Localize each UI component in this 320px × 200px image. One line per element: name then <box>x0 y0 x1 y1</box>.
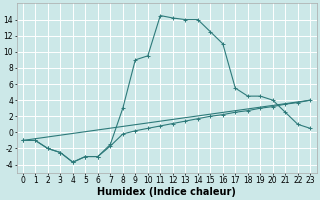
X-axis label: Humidex (Indice chaleur): Humidex (Indice chaleur) <box>97 187 236 197</box>
